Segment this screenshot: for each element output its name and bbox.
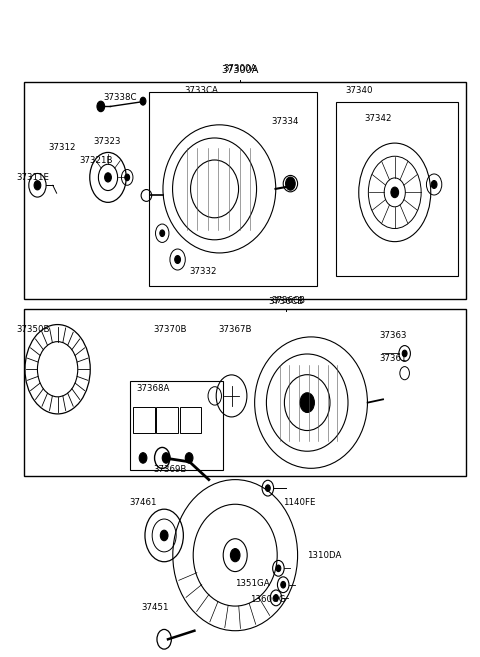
Text: 37363: 37363 (379, 330, 407, 340)
Text: 1351GA: 1351GA (235, 579, 270, 588)
Circle shape (139, 453, 147, 463)
Circle shape (286, 177, 295, 191)
Circle shape (34, 181, 41, 190)
Text: 37334: 37334 (271, 117, 299, 126)
Bar (336, 102, 458, 276)
Text: 1140FE: 1140FE (283, 498, 316, 507)
Circle shape (274, 595, 278, 601)
Circle shape (175, 256, 180, 263)
Circle shape (300, 393, 314, 413)
Circle shape (185, 453, 193, 463)
Text: 37300A: 37300A (221, 65, 259, 76)
Text: 37361: 37361 (379, 354, 407, 363)
Circle shape (230, 549, 240, 562)
Bar (24, 82, 466, 299)
Text: 37369B: 37369B (154, 465, 187, 474)
Text: 37350B: 37350B (17, 325, 50, 334)
Circle shape (281, 581, 286, 588)
Bar (130, 381, 223, 470)
Circle shape (431, 181, 437, 189)
Circle shape (402, 350, 407, 357)
Text: 37323: 37323 (94, 137, 121, 146)
Text: 3736CB: 3736CB (271, 296, 305, 306)
Text: 37368A: 37368A (137, 384, 170, 394)
Circle shape (125, 174, 130, 181)
Text: 1310DA: 1310DA (307, 551, 342, 560)
Text: 37311E: 37311E (17, 173, 50, 182)
Circle shape (276, 565, 281, 572)
Text: 3733CA: 3733CA (185, 86, 218, 95)
Circle shape (140, 97, 146, 105)
Text: 1360GG: 1360GG (250, 595, 285, 604)
Circle shape (105, 173, 111, 182)
Circle shape (160, 530, 168, 541)
Circle shape (391, 187, 398, 198)
Text: 37367B: 37367B (218, 325, 252, 334)
Bar (156, 407, 178, 433)
Text: 37340: 37340 (346, 86, 373, 95)
Circle shape (97, 101, 105, 112)
Circle shape (162, 453, 170, 463)
Bar (149, 92, 317, 286)
Circle shape (160, 230, 165, 237)
Text: 37461: 37461 (130, 498, 157, 507)
Text: 37342: 37342 (365, 114, 392, 123)
Text: 37332: 37332 (190, 267, 217, 276)
Text: 37451: 37451 (142, 603, 169, 612)
Text: 37321B: 37321B (79, 156, 113, 166)
Bar (180, 407, 201, 433)
Bar (24, 309, 466, 476)
Text: 37312: 37312 (48, 143, 75, 152)
Circle shape (265, 485, 270, 491)
Text: 3736CB: 3736CB (268, 297, 303, 306)
Text: 37370B: 37370B (154, 325, 187, 334)
Text: 37338C: 37338C (103, 93, 137, 102)
Text: 37300A: 37300A (223, 64, 257, 74)
Bar (133, 407, 155, 433)
